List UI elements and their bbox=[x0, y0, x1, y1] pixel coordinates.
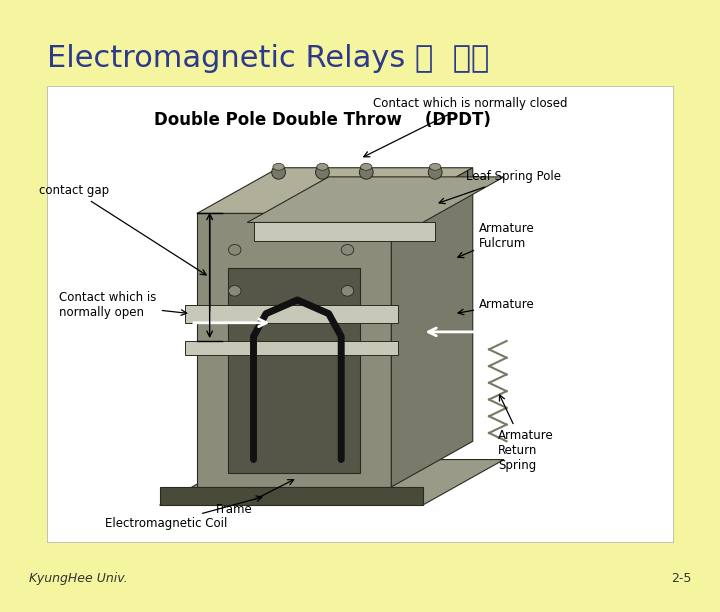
Polygon shape bbox=[392, 168, 473, 487]
Text: 2-5: 2-5 bbox=[671, 572, 691, 585]
Ellipse shape bbox=[273, 163, 284, 170]
Text: Double Pole Double Throw    (DPDT): Double Pole Double Throw (DPDT) bbox=[154, 111, 491, 129]
Polygon shape bbox=[197, 214, 392, 487]
Polygon shape bbox=[197, 168, 473, 214]
Circle shape bbox=[228, 244, 241, 255]
Text: Contact which is
normally open: Contact which is normally open bbox=[59, 291, 186, 318]
Circle shape bbox=[341, 244, 354, 255]
Ellipse shape bbox=[361, 163, 372, 170]
Text: Contact which is normally closed: Contact which is normally closed bbox=[364, 97, 567, 157]
Ellipse shape bbox=[430, 163, 441, 170]
Ellipse shape bbox=[359, 165, 373, 179]
Polygon shape bbox=[253, 223, 435, 241]
Text: Armature
Return
Spring: Armature Return Spring bbox=[498, 395, 554, 472]
Ellipse shape bbox=[317, 163, 328, 170]
Text: Armature
Fulcrum: Armature Fulcrum bbox=[458, 222, 535, 258]
Circle shape bbox=[228, 286, 241, 296]
Text: Armature: Armature bbox=[458, 298, 535, 315]
Polygon shape bbox=[160, 487, 423, 505]
Circle shape bbox=[341, 286, 354, 296]
Bar bbox=[47, 86, 673, 542]
Text: Leaf Spring Pole: Leaf Spring Pole bbox=[439, 170, 562, 204]
Polygon shape bbox=[160, 460, 504, 505]
Text: Frame: Frame bbox=[216, 480, 294, 516]
Polygon shape bbox=[228, 268, 360, 473]
Text: contact gap: contact gap bbox=[40, 184, 206, 275]
Polygon shape bbox=[184, 341, 397, 355]
Text: Electromagnetic Coil: Electromagnetic Coil bbox=[104, 496, 262, 530]
Text: Electromagnetic Relays 의  구조: Electromagnetic Relays 의 구조 bbox=[47, 43, 489, 73]
Ellipse shape bbox=[315, 165, 329, 179]
Ellipse shape bbox=[271, 165, 285, 179]
Ellipse shape bbox=[428, 165, 442, 179]
Polygon shape bbox=[247, 177, 504, 223]
Text: KyungHee Univ.: KyungHee Univ. bbox=[29, 572, 127, 585]
Polygon shape bbox=[184, 305, 397, 323]
